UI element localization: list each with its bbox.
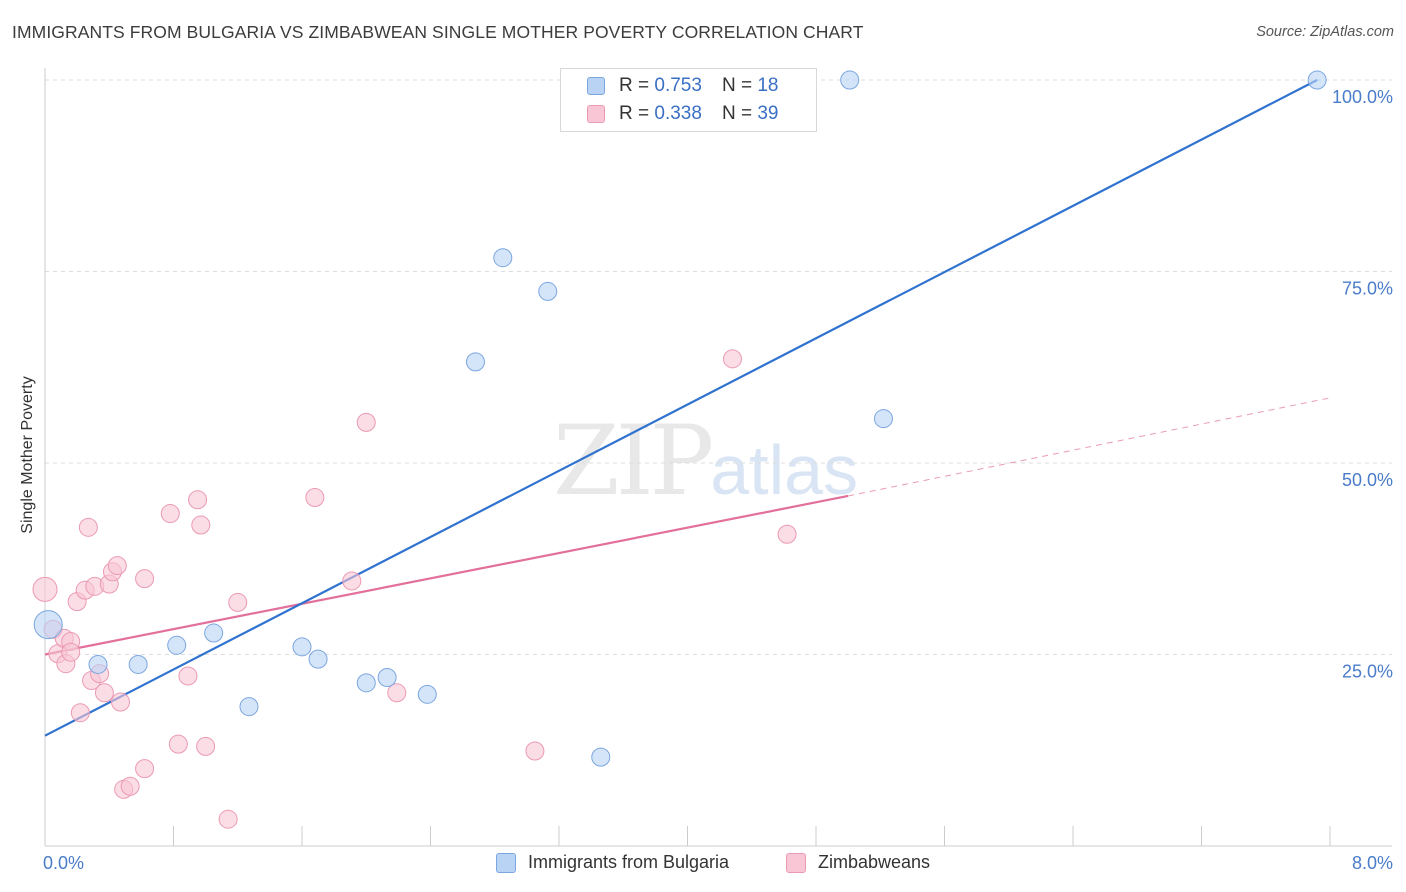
data-point-zimbabweans	[356, 412, 376, 432]
data-point-bulgaria	[1307, 70, 1327, 90]
data-point-bulgaria	[591, 747, 611, 767]
x-tick-label: 8.0%	[1352, 853, 1393, 873]
trend-lines	[44, 79, 1331, 737]
data-point-zimbabweans	[525, 741, 545, 761]
y-tick-label: 25.0%	[1342, 662, 1393, 682]
series-legend: Immigrants from Bulgaria Zimbabweans	[0, 852, 1406, 878]
legend-label-zimbabweans: Zimbabweans	[818, 852, 931, 872]
data-point-bulgaria	[128, 654, 148, 674]
correlation-legend: R = 0.753 N = 18 R = 0.338 N = 39	[560, 68, 817, 132]
data-point-zimbabweans	[218, 809, 238, 829]
grid-lines	[45, 79, 1392, 655]
data-point-zimbabweans	[722, 349, 742, 369]
data-point-zimbabweans	[94, 683, 114, 703]
data-point-zimbabweans	[135, 569, 155, 589]
data-point-zimbabweans	[777, 524, 797, 544]
data-point-zimbabweans	[78, 517, 98, 537]
data-point-zimbabweans	[160, 504, 180, 524]
r-label: R =	[619, 103, 650, 124]
legend-swatch-pink	[786, 852, 806, 873]
data-point-zimbabweans	[188, 490, 208, 510]
data-point-bulgaria	[292, 637, 312, 657]
data-point-bulgaria	[840, 70, 860, 90]
data-point-zimbabweans	[387, 683, 407, 703]
y-tick-label: 50.0%	[1342, 470, 1393, 490]
chart-title: IMMIGRANTS FROM BULGARIA VS ZIMBABWEAN S…	[12, 22, 864, 42]
legend-row-bulgaria: R = 0.753 N = 18	[587, 74, 778, 98]
y-tick-label: 100.0%	[1332, 87, 1393, 107]
data-point-bulgaria	[88, 654, 108, 674]
data-point-zimbabweans	[191, 515, 211, 535]
data-point-bulgaria	[538, 281, 558, 301]
source-label: Source: ZipAtlas.com	[1256, 24, 1394, 40]
trend-line-bulgaria	[44, 79, 1318, 737]
x-tick-label: 0.0%	[43, 853, 84, 873]
data-point-bulgaria	[377, 667, 397, 687]
data-points	[32, 70, 1327, 829]
y-tick-label: 75.0%	[1342, 279, 1393, 299]
n-label: N =	[721, 75, 753, 96]
data-point-bulgaria	[873, 409, 893, 429]
data-point-zimbabweans	[228, 592, 248, 612]
data-point-zimbabweans	[168, 734, 188, 754]
trend-extension-zimbabweans	[848, 397, 1331, 497]
r-label: R =	[619, 75, 650, 96]
r-value-zimbabweans: 0.338	[654, 103, 702, 124]
data-point-bulgaria	[417, 684, 437, 704]
data-point-zimbabweans	[120, 776, 140, 796]
data-point-zimbabweans	[178, 666, 198, 686]
data-point-zimbabweans	[32, 576, 58, 602]
data-point-bulgaria	[493, 248, 513, 268]
legend-swatch-blue	[496, 852, 516, 873]
data-point-bulgaria	[465, 352, 485, 372]
data-point-zimbabweans	[107, 556, 127, 576]
data-point-zimbabweans	[305, 487, 325, 507]
data-point-bulgaria	[33, 610, 63, 640]
axes	[44, 68, 1392, 847]
data-point-bulgaria	[204, 623, 224, 643]
data-point-zimbabweans	[70, 703, 90, 723]
legend-swatch-pink	[587, 105, 605, 123]
legend-item-bulgaria: Immigrants from Bulgaria	[496, 852, 729, 873]
data-point-bulgaria	[239, 697, 259, 717]
data-point-zimbabweans	[61, 642, 81, 662]
legend-item-zimbabweans: Zimbabweans	[786, 852, 930, 873]
data-point-zimbabweans	[196, 736, 216, 756]
trend-line-zimbabweans	[44, 494, 849, 656]
legend-label-bulgaria: Immigrants from Bulgaria	[528, 852, 730, 872]
r-value-bulgaria: 0.753	[654, 75, 702, 96]
legend-row-zimbabweans: R = 0.338 N = 39	[587, 102, 778, 126]
tick-labels: 25.0% 50.0% 75.0% 100.0% 0.0% 8.0%	[43, 87, 1393, 873]
data-point-bulgaria	[308, 649, 328, 669]
legend-swatch-blue	[587, 77, 605, 95]
data-point-zimbabweans	[342, 571, 362, 591]
data-point-zimbabweans	[135, 759, 155, 779]
data-point-zimbabweans	[110, 692, 130, 712]
data-point-bulgaria	[167, 635, 187, 655]
data-point-bulgaria	[356, 673, 376, 693]
n-value-bulgaria: 18	[757, 75, 779, 96]
n-label: N =	[721, 103, 753, 124]
n-value-zimbabweans: 39	[757, 103, 779, 124]
